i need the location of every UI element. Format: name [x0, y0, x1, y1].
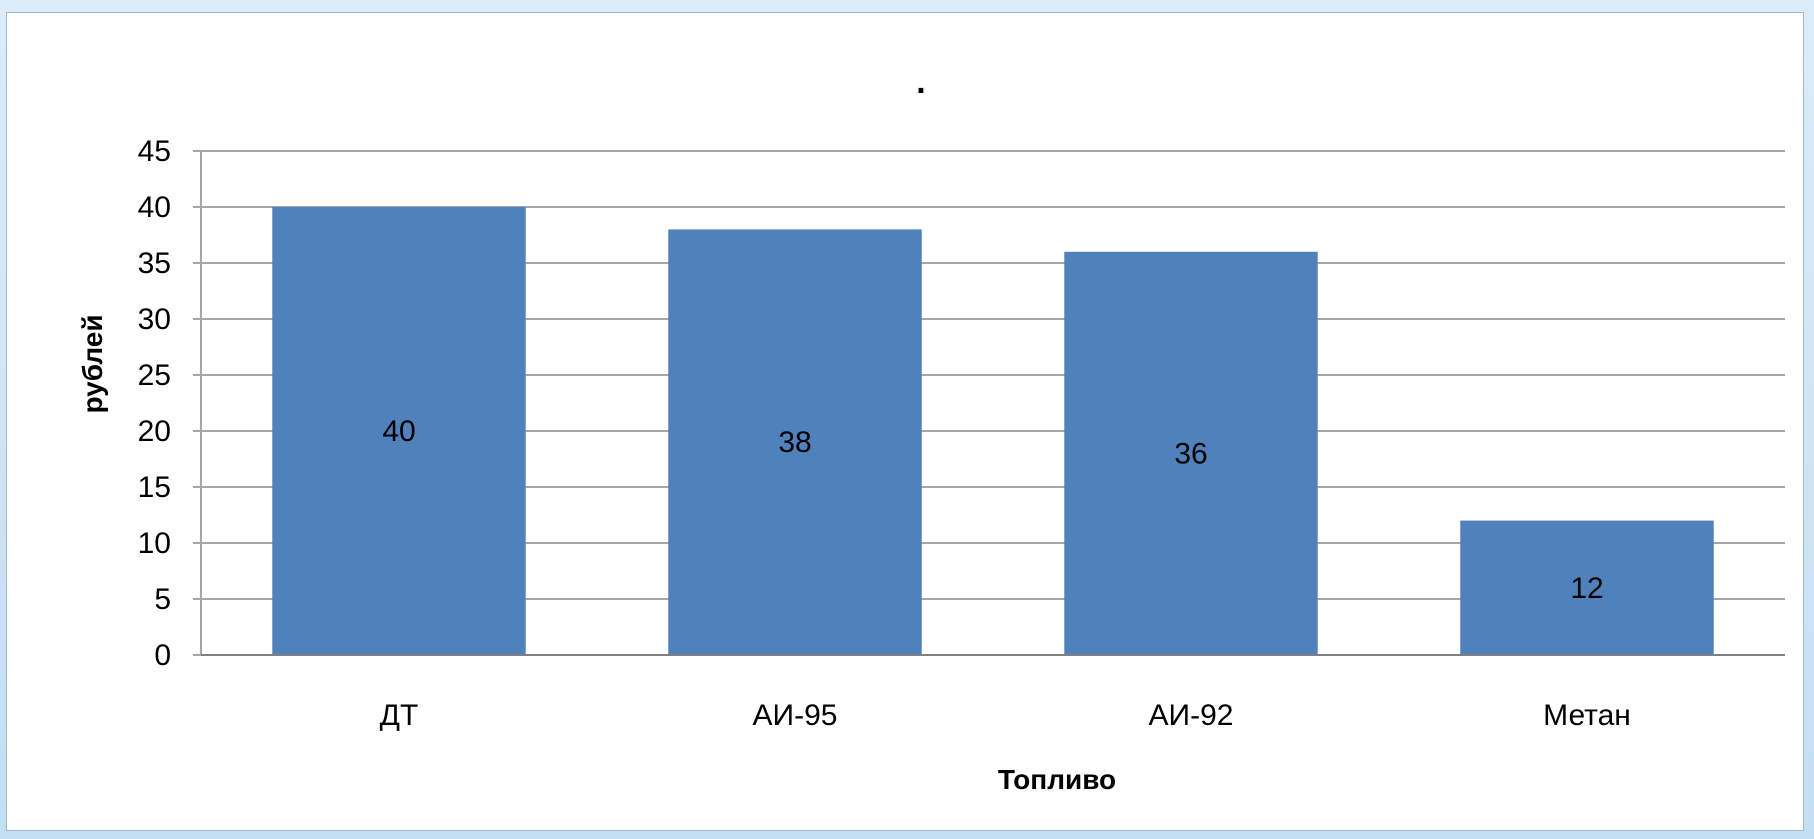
data-label: 38 [778, 426, 811, 459]
bar [1460, 520, 1714, 655]
y-tick-label: 5 [154, 583, 171, 616]
y-tick-label: 40 [138, 191, 171, 224]
chart-frame: . 0 5 10 15 20 25 30 35 40 45 40 38 36 12 ДТ АИ-95 АИ-… [6, 12, 1804, 831]
y-axis-ticks: 0 5 10 15 20 25 30 35 40 45 [138, 135, 171, 672]
x-axis-categories: ДТ АИ-95 АИ-92 Метан [380, 699, 1631, 732]
x-category-label: Метан [1543, 699, 1631, 732]
y-tick-label: 25 [138, 359, 171, 392]
y-tick-label: 15 [138, 471, 171, 504]
data-labels: 40 38 36 12 [382, 415, 1603, 605]
y-tick-label: 35 [138, 247, 171, 280]
y-tick-label: 20 [138, 415, 171, 448]
x-category-label: ДТ [380, 699, 419, 732]
bar-chart: . 0 5 10 15 20 25 30 35 40 45 40 38 36 12 ДТ АИ-95 АИ-… [77, 63, 1785, 795]
data-label: 36 [1174, 437, 1207, 470]
y-tick-label: 30 [138, 303, 171, 336]
bar [1064, 251, 1318, 656]
bar [272, 207, 526, 655]
y-tick-label: 0 [154, 639, 171, 672]
y-tick-label: 45 [138, 135, 171, 168]
y-axis-title: рублей [77, 314, 108, 413]
x-category-label: АИ-92 [1149, 699, 1234, 732]
bar [668, 229, 922, 655]
x-axis-title: Топливо [998, 764, 1116, 795]
data-label: 40 [382, 415, 415, 448]
chart-title: . [916, 63, 925, 101]
x-category-label: АИ-95 [753, 699, 838, 732]
data-label: 12 [1570, 572, 1603, 605]
y-tick-label: 10 [138, 527, 171, 560]
bars [272, 207, 1714, 656]
